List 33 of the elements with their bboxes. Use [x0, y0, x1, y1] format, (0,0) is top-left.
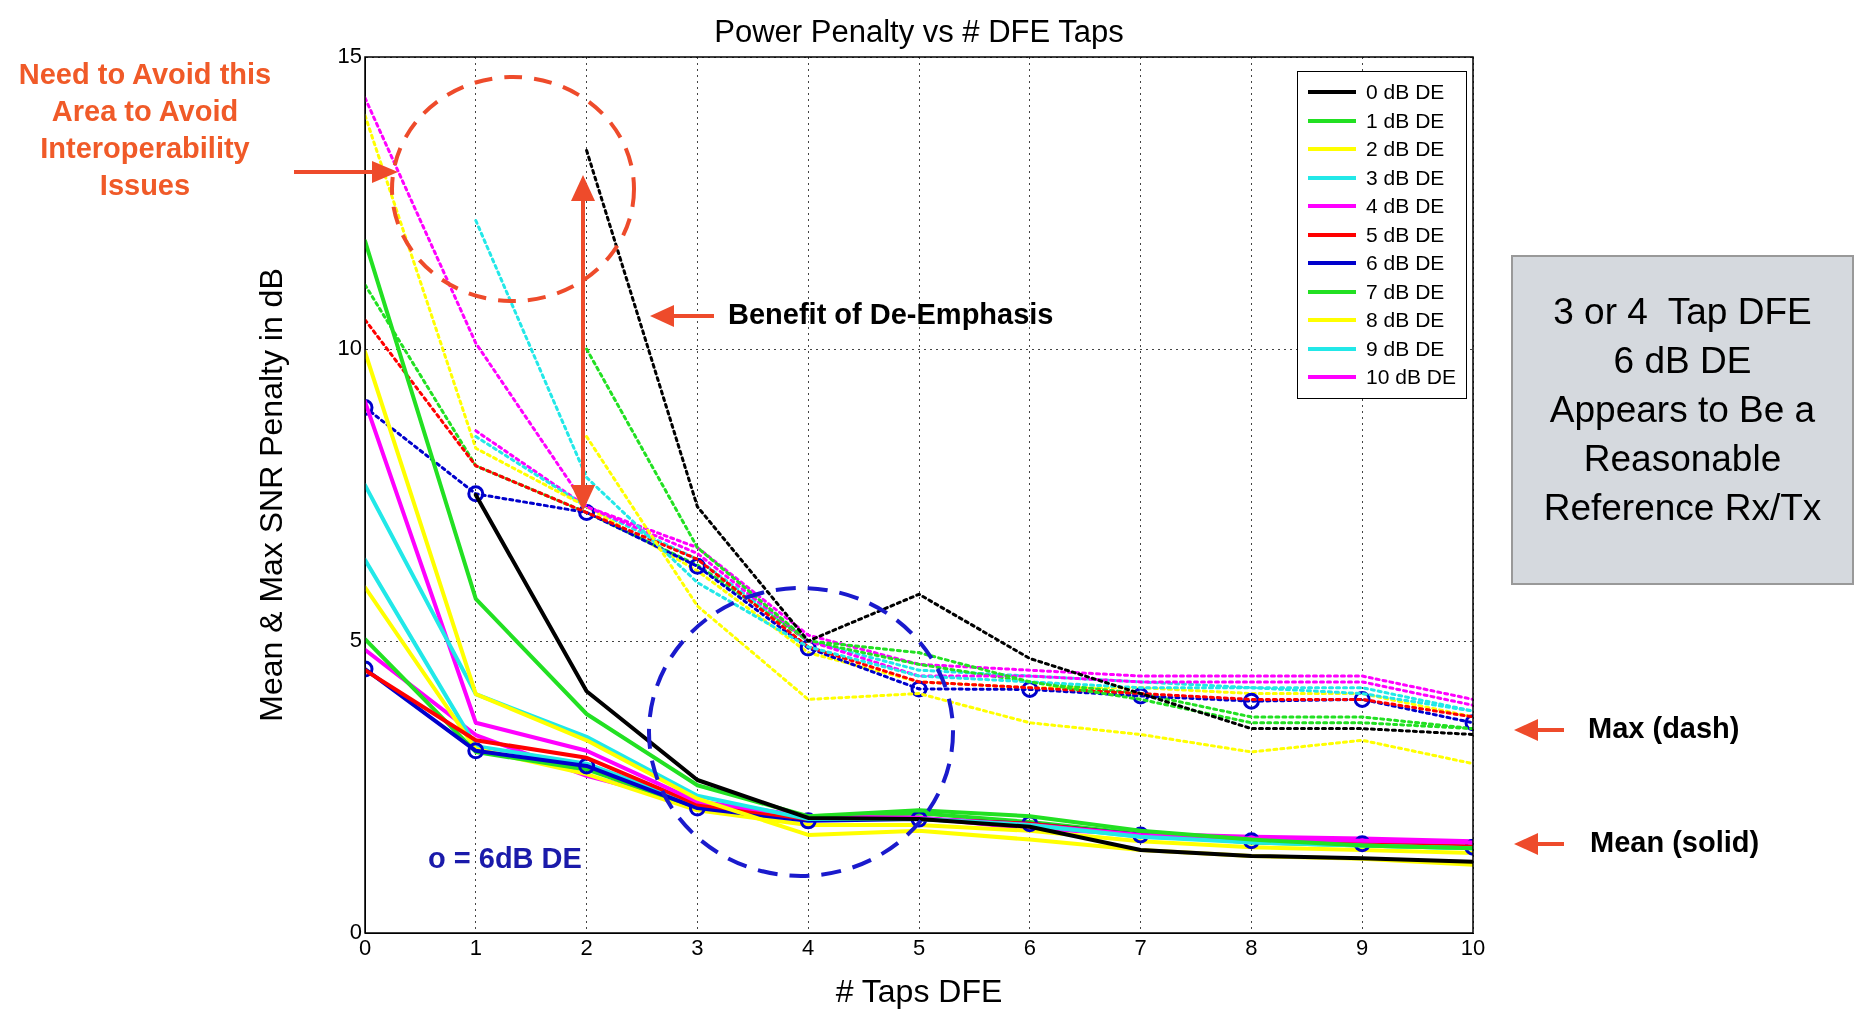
legend-label: 9 dB DE: [1366, 336, 1445, 361]
legend-label: 8 dB DE: [1366, 308, 1445, 333]
x-tick-label: 10: [1460, 935, 1486, 961]
y-tick-label: 5: [349, 627, 362, 653]
x-tick-label: 4: [802, 935, 815, 961]
x-axis-title: # Taps DFE: [835, 972, 1003, 1009]
legend-label: 7 dB DE: [1366, 279, 1445, 304]
text: 3 or 4 Tap DFE 6 dB DE Appears to Be a Reasonable Reference Rx/Tx: [1511, 255, 1854, 585]
x-tick-label: 3: [691, 935, 704, 961]
annotation: Benefit of De-Emphasis: [728, 298, 1055, 331]
legend-label: 2 dB DE: [1366, 137, 1445, 162]
x-tick-label: 5: [912, 935, 926, 961]
x-tick-label: 1: [469, 935, 482, 961]
legend-label: 0 dB DE: [1366, 80, 1445, 105]
text: Mean (solid): [1590, 826, 1761, 859]
text: Max (dash): [1588, 712, 1741, 745]
legend-label: 5 dB DE: [1366, 222, 1445, 247]
legend-label: 3 dB DE: [1366, 165, 1445, 190]
text: Need to Avoid this Area to Avoid Interoperability Issues: [17, 57, 273, 203]
x-tick-label: 9: [1356, 935, 1369, 961]
y-axis-title: Mean & Max SNR Penalty in dB: [253, 268, 290, 722]
x-tick-label: 2: [580, 935, 593, 961]
x-tick-label: 8: [1245, 935, 1258, 961]
y-tick-label: 15: [337, 43, 362, 69]
legend-label: 10 dB DE: [1366, 365, 1456, 390]
y-tick-label: 10: [337, 335, 362, 361]
legend-label: 6 dB DE: [1366, 251, 1445, 276]
legend-label: 1 dB DE: [1366, 108, 1445, 133]
chart-title: Power Penalty vs # DFE Taps: [713, 14, 1125, 50]
x-tick-label: 6: [1023, 935, 1036, 961]
legend-label: 4 dB DE: [1366, 194, 1445, 219]
x-tick-label: 7: [1134, 935, 1147, 961]
annotation: o = 6dB DE: [428, 842, 583, 875]
